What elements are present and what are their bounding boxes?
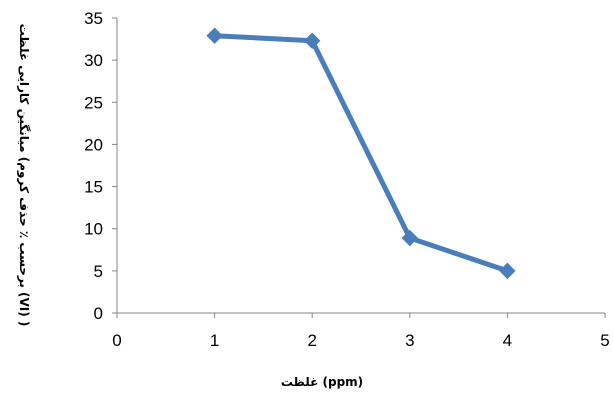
y-tick-label: 0 bbox=[94, 304, 103, 323]
y-tick-labels: 0 5 10 15 20 25 30 35 bbox=[84, 9, 103, 323]
x-tick-label: 1 bbox=[210, 331, 219, 350]
x-tick-label: 3 bbox=[405, 331, 414, 350]
data-point-marker bbox=[206, 27, 223, 44]
x-tick-marks bbox=[116, 313, 606, 318]
y-tick-label: 10 bbox=[84, 220, 103, 239]
x-tick-label: 0 bbox=[112, 331, 121, 350]
y-tick-label: 25 bbox=[84, 93, 103, 112]
data-point-marker bbox=[499, 262, 516, 280]
x-tick-label: 2 bbox=[307, 331, 316, 350]
x-tick-label: 4 bbox=[503, 331, 512, 350]
x-tick-label: 5 bbox=[600, 331, 609, 350]
x-axis-label: غلظت (ppm) bbox=[281, 375, 363, 389]
y-tick-marks bbox=[112, 17, 117, 314]
x-tick-labels: 0 1 2 3 4 5 bbox=[112, 331, 609, 350]
y-tick-label: 20 bbox=[84, 135, 103, 154]
data-point-marker bbox=[401, 229, 419, 247]
series-line bbox=[212, 33, 510, 274]
data-point-marker bbox=[303, 32, 321, 49]
y-axis-label: میانگین کارایی غلظت (برحسب ٪ حذف کروم (V… bbox=[16, 24, 31, 327]
y-tick-label: 5 bbox=[94, 262, 103, 281]
y-tick-label: 30 bbox=[84, 51, 103, 70]
series-group bbox=[206, 27, 516, 280]
y-tick-label: 35 bbox=[84, 9, 103, 28]
y-tick-label: 15 bbox=[84, 178, 103, 197]
